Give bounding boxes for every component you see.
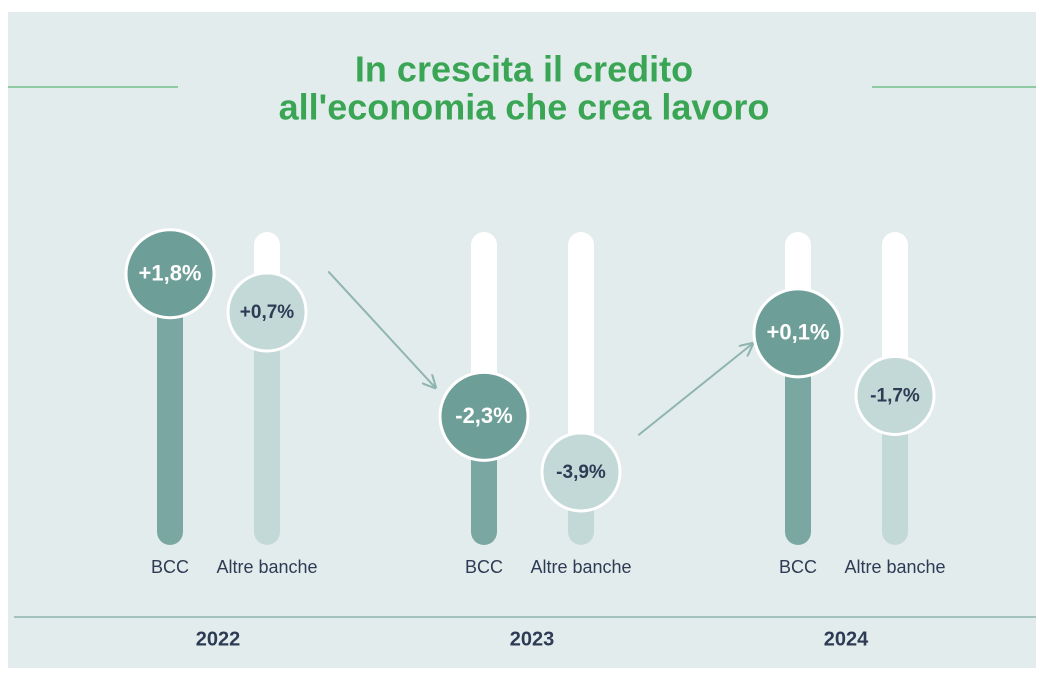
year-label: 2023 — [510, 628, 555, 650]
value-label: -3,9% — [556, 462, 606, 483]
value-bubble — [226, 271, 308, 353]
value-bubble — [124, 228, 216, 320]
value-bubble — [540, 431, 622, 513]
value-label: -1,7% — [870, 385, 920, 406]
series-label: Altre banche — [844, 557, 945, 577]
chart-title: In crescita il credito — [355, 49, 693, 90]
value-label: +0,7% — [240, 302, 295, 323]
series-label: BCC — [151, 557, 189, 577]
value-label: +0,1% — [767, 320, 830, 345]
series-label: Altre banche — [216, 557, 317, 577]
bar — [157, 273, 183, 545]
value-bubble — [438, 370, 530, 462]
bar — [785, 332, 811, 545]
value-label: +1,8% — [139, 261, 202, 286]
bar — [254, 311, 280, 545]
arrow — [327, 270, 435, 387]
year-label: 2024 — [824, 628, 869, 650]
series-label: BCC — [465, 557, 503, 577]
value-label: -2,3% — [455, 403, 512, 428]
series-label: Altre banche — [530, 557, 631, 577]
value-bubble — [854, 354, 936, 436]
arrow — [637, 344, 752, 437]
value-bubble — [752, 287, 844, 379]
series-label: BCC — [779, 557, 817, 577]
chart-title: all'economia che crea lavoro — [279, 87, 770, 128]
year-label: 2022 — [196, 628, 241, 650]
